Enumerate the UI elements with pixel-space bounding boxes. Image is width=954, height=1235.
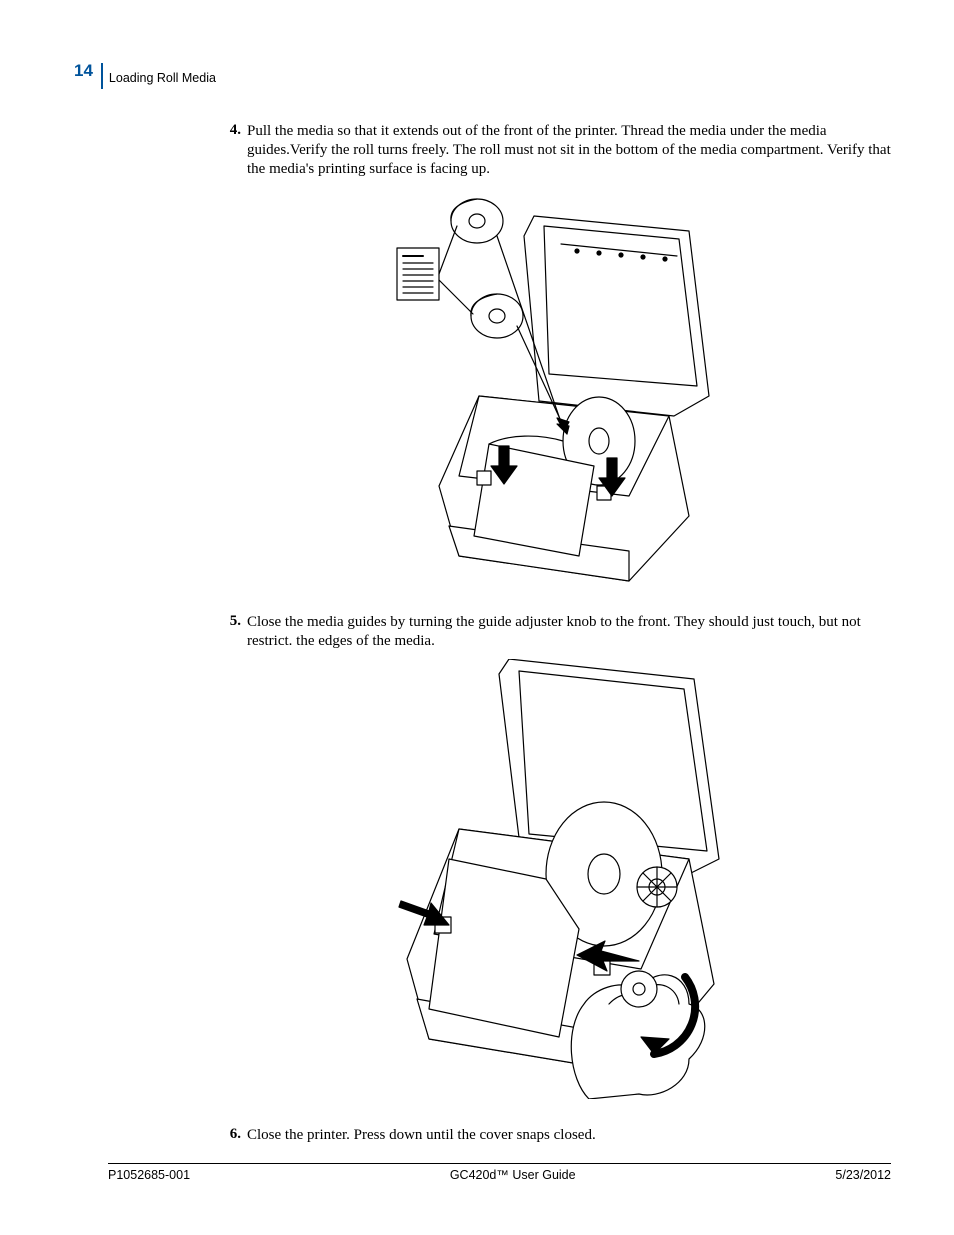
- step-6: 6. Close the printer. Press down until t…: [225, 1126, 893, 1145]
- footer-date: 5/23/2012: [835, 1168, 891, 1182]
- figure-close-guides: [225, 659, 893, 1104]
- footer-row: P1052685-001 GC420d™ User Guide 5/23/201…: [108, 1168, 891, 1182]
- step-number: 5.: [225, 613, 247, 651]
- page-footer: P1052685-001 GC420d™ User Guide 5/23/201…: [108, 1163, 891, 1182]
- step-number: 4.: [225, 122, 247, 178]
- printer-diagram-2-icon: [389, 659, 729, 1099]
- page-number: 14: [74, 61, 101, 81]
- footer-doc-id: P1052685-001: [108, 1168, 190, 1182]
- page-header: 14 Loading Roll Media: [74, 58, 216, 84]
- header-divider: [101, 63, 103, 89]
- page-content: 4. Pull the media so that it extends out…: [225, 122, 893, 1151]
- step-text: Pull the media so that it extends out of…: [247, 122, 893, 178]
- step-text: Close the media guides by turning the gu…: [247, 613, 893, 651]
- footer-guide-title: GC420d™ User Guide: [450, 1168, 576, 1182]
- footer-rule: [108, 1163, 891, 1164]
- step-text: Close the printer. Press down until the …: [247, 1126, 893, 1145]
- figure-load-media: [225, 186, 893, 591]
- step-5: 5. Close the media guides by turning the…: [225, 613, 893, 651]
- step-4: 4. Pull the media so that it extends out…: [225, 122, 893, 178]
- section-title: Loading Roll Media: [109, 71, 216, 85]
- step-number: 6.: [225, 1126, 247, 1145]
- printer-diagram-1-icon: [389, 186, 729, 586]
